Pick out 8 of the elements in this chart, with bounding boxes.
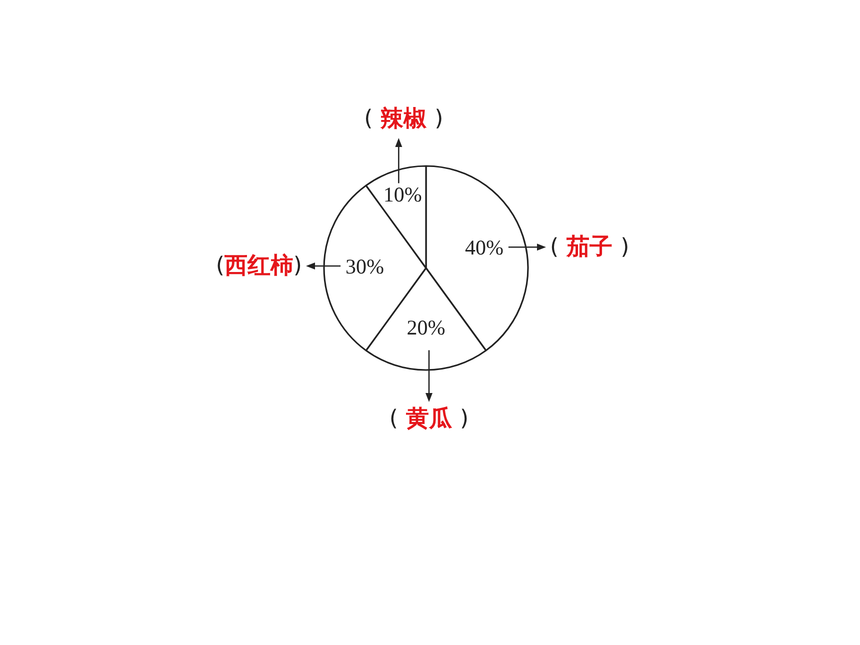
- data-label: 20%: [406, 316, 446, 340]
- slice-label: (西红柿): [216, 252, 302, 279]
- slice-label: ( 黄瓜 ): [389, 406, 469, 432]
- data-label: 30%: [346, 254, 384, 279]
- data-label: 10%: [383, 182, 422, 207]
- slice-label: ( 辣椒 ): [364, 106, 444, 132]
- data-label: 40%: [464, 236, 504, 260]
- legend-label: ( 茄子 ): [550, 234, 630, 260]
